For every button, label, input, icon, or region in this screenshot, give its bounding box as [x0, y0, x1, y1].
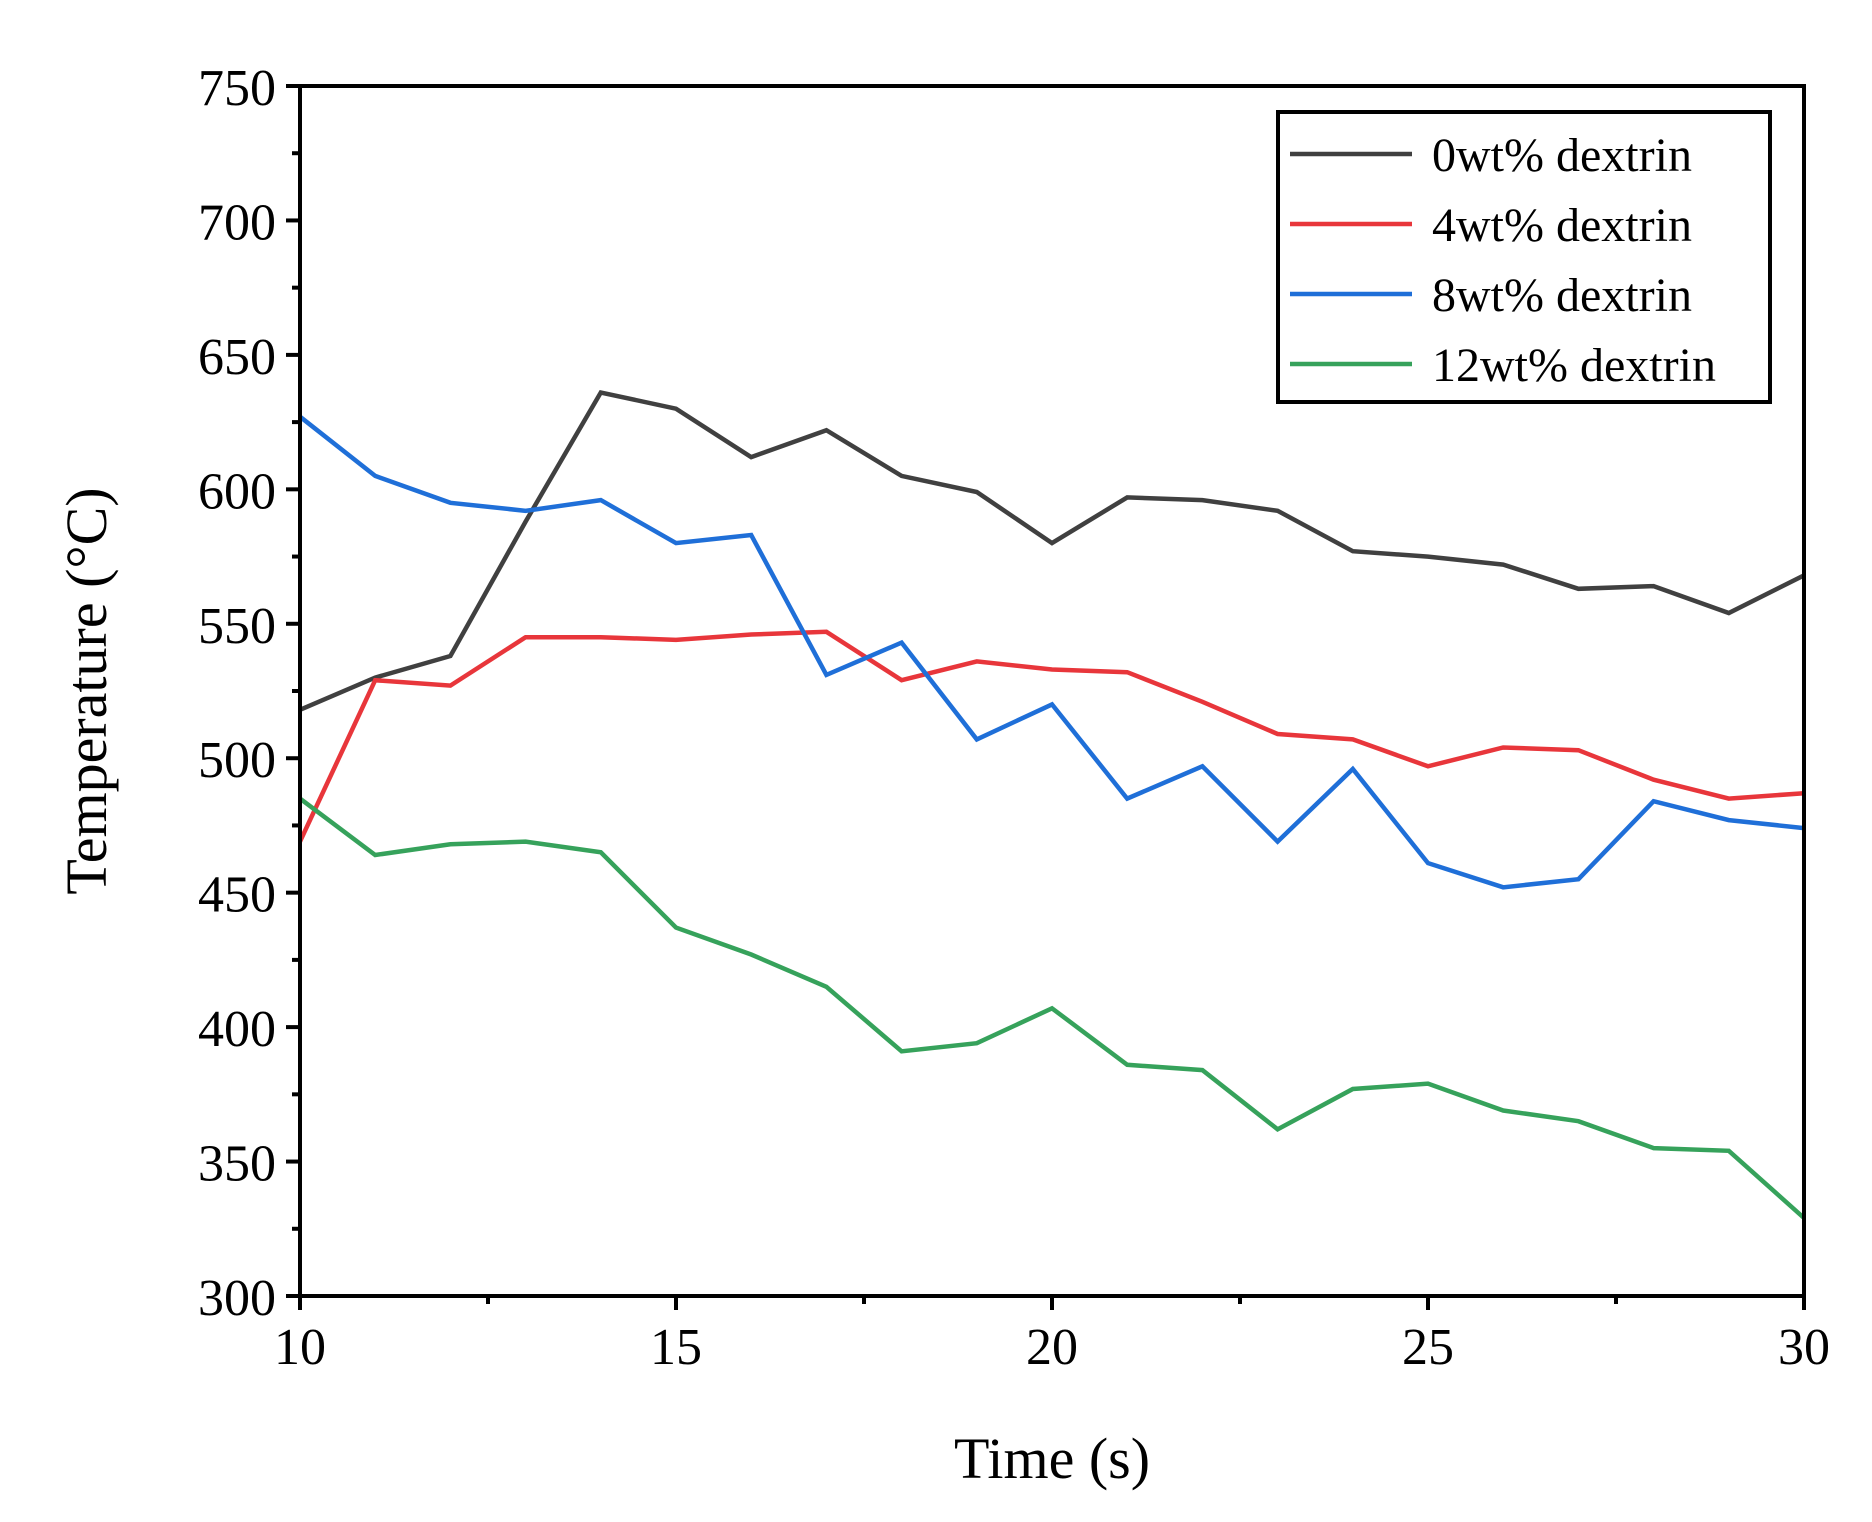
- x-tick-label: 30: [1778, 1319, 1830, 1376]
- legend-box: [1276, 110, 1772, 404]
- y-tick-label: 500: [198, 732, 276, 789]
- y-tick-label: 650: [198, 329, 276, 386]
- y-tick-label: 450: [198, 867, 276, 924]
- x-axis-ticks: 10 15 20 25 30: [274, 1296, 1830, 1376]
- legend-item: 8wt% dextrin: [1290, 269, 1692, 322]
- y-tick-label: 700: [198, 194, 276, 251]
- series-lines: [297, 389, 1806, 1220]
- plot-area-frame: [298, 84, 1806, 1298]
- y-tick-label: 300: [198, 1270, 276, 1327]
- legend-item: 0wt% dextrin: [1290, 129, 1692, 182]
- y-axis-label: Temperature (°C): [54, 487, 119, 894]
- legend-label: 8wt% dextrin: [1432, 269, 1692, 322]
- legend-label: 12wt% dextrin: [1432, 339, 1716, 392]
- y-tick-label: 550: [198, 598, 276, 655]
- x-tick-label: 15: [650, 1319, 702, 1376]
- legend-item: 4wt% dextrin: [1290, 199, 1692, 252]
- legend: 0wt% dextrin 4wt% dextrin 8wt% dextrin 12wt…: [1276, 110, 1772, 404]
- x-axis-label: Time (s): [954, 1426, 1150, 1491]
- y-axis-ticks: 300 350 400 450 500 550 600 650 700 750: [198, 60, 300, 1327]
- x-tick-label: 10: [274, 1319, 326, 1376]
- series-line-4: [298, 796, 1806, 1220]
- y-tick-label: 750: [198, 60, 276, 117]
- series-line-1: [299, 389, 1806, 712]
- legend-label: 4wt% dextrin: [1432, 199, 1692, 252]
- x-tick-label: 20: [1026, 1319, 1078, 1376]
- legend-item: 12wt% dextrin: [1290, 339, 1716, 392]
- x-tick-label: 25: [1402, 1319, 1454, 1376]
- series-line-2: [297, 629, 1805, 843]
- y-tick-label: 600: [198, 463, 276, 520]
- series-line-3: [298, 414, 1805, 890]
- y-tick-label: 400: [198, 1001, 276, 1058]
- y-tick-label: 350: [198, 1136, 276, 1193]
- legend-label: 0wt% dextrin: [1432, 129, 1692, 182]
